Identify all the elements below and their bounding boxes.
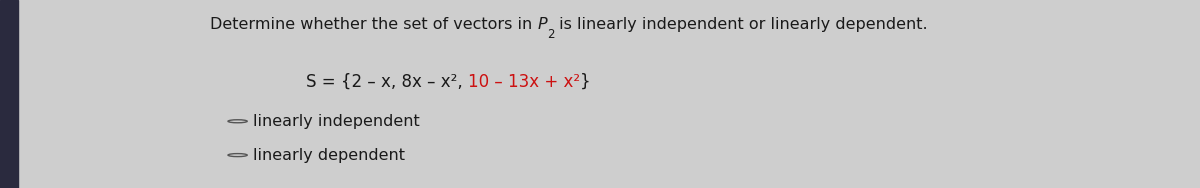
Text: P: P — [538, 17, 547, 32]
Text: linearly dependent: linearly dependent — [253, 148, 406, 163]
Text: S = {2 – x, 8x – x²,: S = {2 – x, 8x – x², — [306, 73, 468, 91]
Text: 10 – 13x + x²: 10 – 13x + x² — [468, 73, 580, 91]
Text: Determine whether the set of vectors in: Determine whether the set of vectors in — [210, 17, 538, 32]
Text: }: } — [580, 73, 590, 91]
Text: 2: 2 — [547, 28, 554, 41]
Text: linearly independent: linearly independent — [253, 114, 420, 129]
Text: is linearly independent or linearly dependent.: is linearly independent or linearly depe… — [554, 17, 928, 32]
